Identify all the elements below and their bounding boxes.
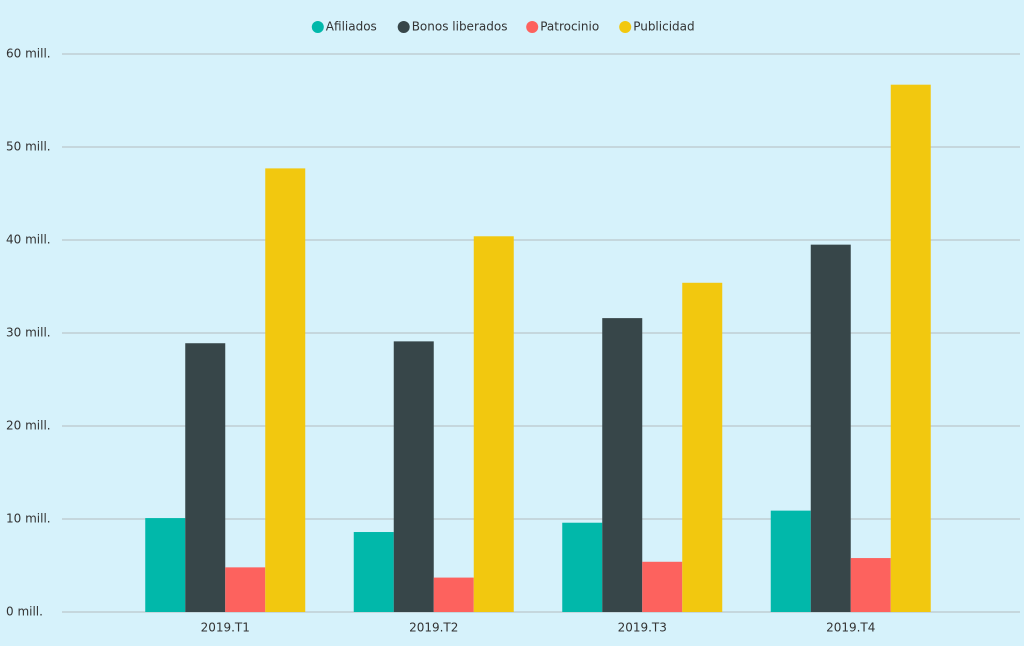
bar	[602, 318, 643, 612]
bar	[890, 84, 931, 612]
bar	[353, 532, 394, 612]
y-tick-label: 60 mill.	[6, 47, 51, 61]
bar	[433, 577, 474, 612]
legend-swatch	[397, 21, 410, 33]
y-tick-label: 0 mill.	[6, 605, 43, 619]
legend-label: Patrocinio	[540, 20, 599, 34]
legend-label: Publicidad	[633, 20, 694, 34]
legend-swatch	[311, 21, 324, 33]
bar	[393, 341, 434, 612]
bar	[473, 236, 514, 612]
y-tick-label: 30 mill.	[6, 326, 51, 340]
legend-swatch	[526, 21, 539, 33]
bar	[265, 168, 306, 612]
x-tick-label: 2019.T2	[409, 621, 458, 635]
bar	[850, 558, 891, 612]
legend-label: Afiliados	[326, 20, 377, 34]
bar	[682, 282, 723, 612]
legend-label: Bonos liberados	[412, 20, 508, 34]
y-tick-label: 40 mill.	[6, 233, 51, 247]
bar	[225, 567, 266, 612]
x-tick-label: 2019.T4	[826, 621, 875, 635]
y-tick-label: 20 mill.	[6, 419, 51, 433]
x-tick-label: 2019.T3	[618, 621, 667, 635]
legend-swatch	[619, 21, 632, 33]
bar	[562, 522, 603, 612]
x-tick-label: 2019.T1	[201, 621, 250, 635]
bar	[145, 518, 186, 612]
bar	[642, 561, 683, 612]
bar	[770, 510, 811, 612]
bar	[185, 343, 226, 612]
y-tick-label: 10 mill.	[6, 512, 51, 526]
y-tick-label: 50 mill.	[6, 140, 51, 154]
bar	[810, 244, 851, 612]
